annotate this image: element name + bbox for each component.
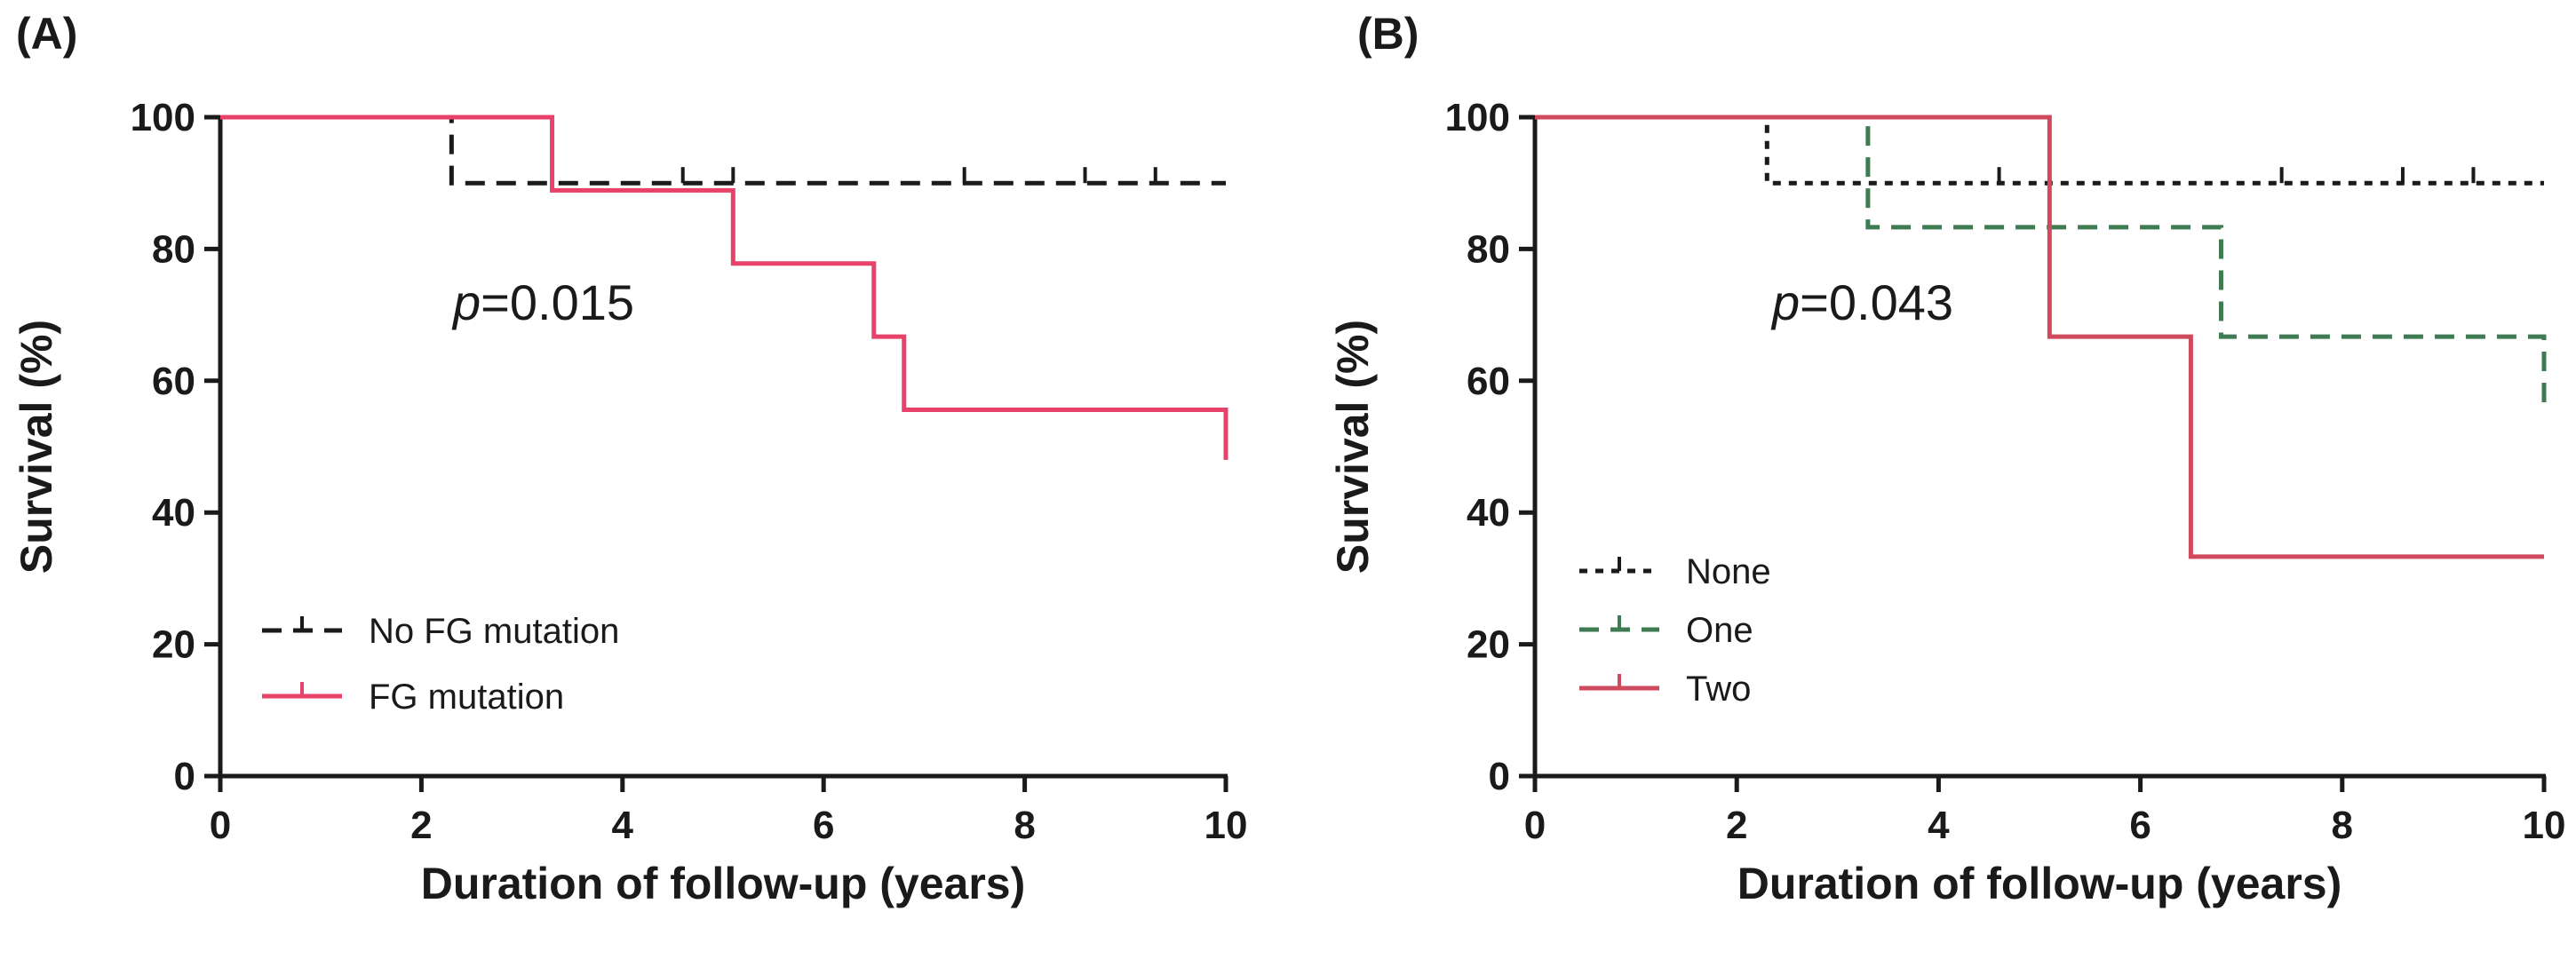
- survival-curve-no-fg-mutation: [220, 115, 1226, 186]
- legend-label: FG mutation: [369, 678, 564, 717]
- survival-curve-two: [1535, 115, 2544, 559]
- x-axis-title: Duration of follow-up (years): [1737, 859, 2342, 908]
- y-tick-label: 80: [152, 227, 195, 271]
- legend-label: One: [1686, 611, 1753, 650]
- x-tick-label: 4: [612, 804, 634, 847]
- legend-label: Two: [1686, 670, 1751, 709]
- y-tick-label: 0: [1489, 755, 1510, 798]
- panel-label: (A): [16, 9, 77, 59]
- y-tick-label: 60: [152, 360, 195, 403]
- x-tick-label: 0: [210, 804, 231, 847]
- x-tick-label: 6: [2129, 804, 2151, 847]
- y-tick-label: 80: [1467, 227, 1510, 271]
- y-tick-label: 20: [1467, 623, 1510, 667]
- p-value-annotation: p=0.043: [1770, 274, 1953, 330]
- x-tick-label: 8: [2332, 804, 2353, 847]
- x-tick-label: 2: [410, 804, 432, 847]
- p-value-text: =0.043: [1800, 274, 1953, 330]
- panel-label: (B): [1357, 9, 1419, 59]
- p-value-text: =0.015: [481, 274, 634, 330]
- y-tick-label: 100: [131, 96, 195, 139]
- x-tick-label: 2: [1726, 804, 1747, 847]
- survival-curve-one: [1535, 115, 2547, 410]
- y-axis-title: Survival (%): [12, 320, 61, 574]
- y-axis-title: Survival (%): [1328, 320, 1378, 574]
- x-tick-label: 10: [2523, 804, 2566, 847]
- x-tick-label: 8: [1014, 804, 1035, 847]
- x-axis-title: Duration of follow-up (years): [421, 859, 1026, 908]
- legend-label: None: [1686, 552, 1771, 591]
- y-tick-label: 20: [152, 623, 195, 667]
- survival-curve-fg-mutation: [220, 115, 1228, 460]
- legend-label: No FG mutation: [369, 612, 619, 651]
- p-value-symbol: p: [1770, 274, 1800, 330]
- p-value-annotation: p=0.015: [451, 274, 634, 330]
- x-tick-label: 4: [1928, 804, 1950, 847]
- y-tick-label: 40: [152, 491, 195, 535]
- x-tick-label: 10: [1205, 804, 1248, 847]
- p-value-symbol: p: [451, 274, 481, 330]
- y-tick-label: 60: [1467, 360, 1510, 403]
- x-tick-label: 0: [1524, 804, 1546, 847]
- y-tick-label: 0: [174, 755, 195, 798]
- x-tick-label: 6: [813, 804, 834, 847]
- y-tick-label: 100: [1445, 96, 1510, 139]
- y-tick-label: 40: [1467, 491, 1510, 535]
- survival-curve-none: [1535, 115, 2544, 186]
